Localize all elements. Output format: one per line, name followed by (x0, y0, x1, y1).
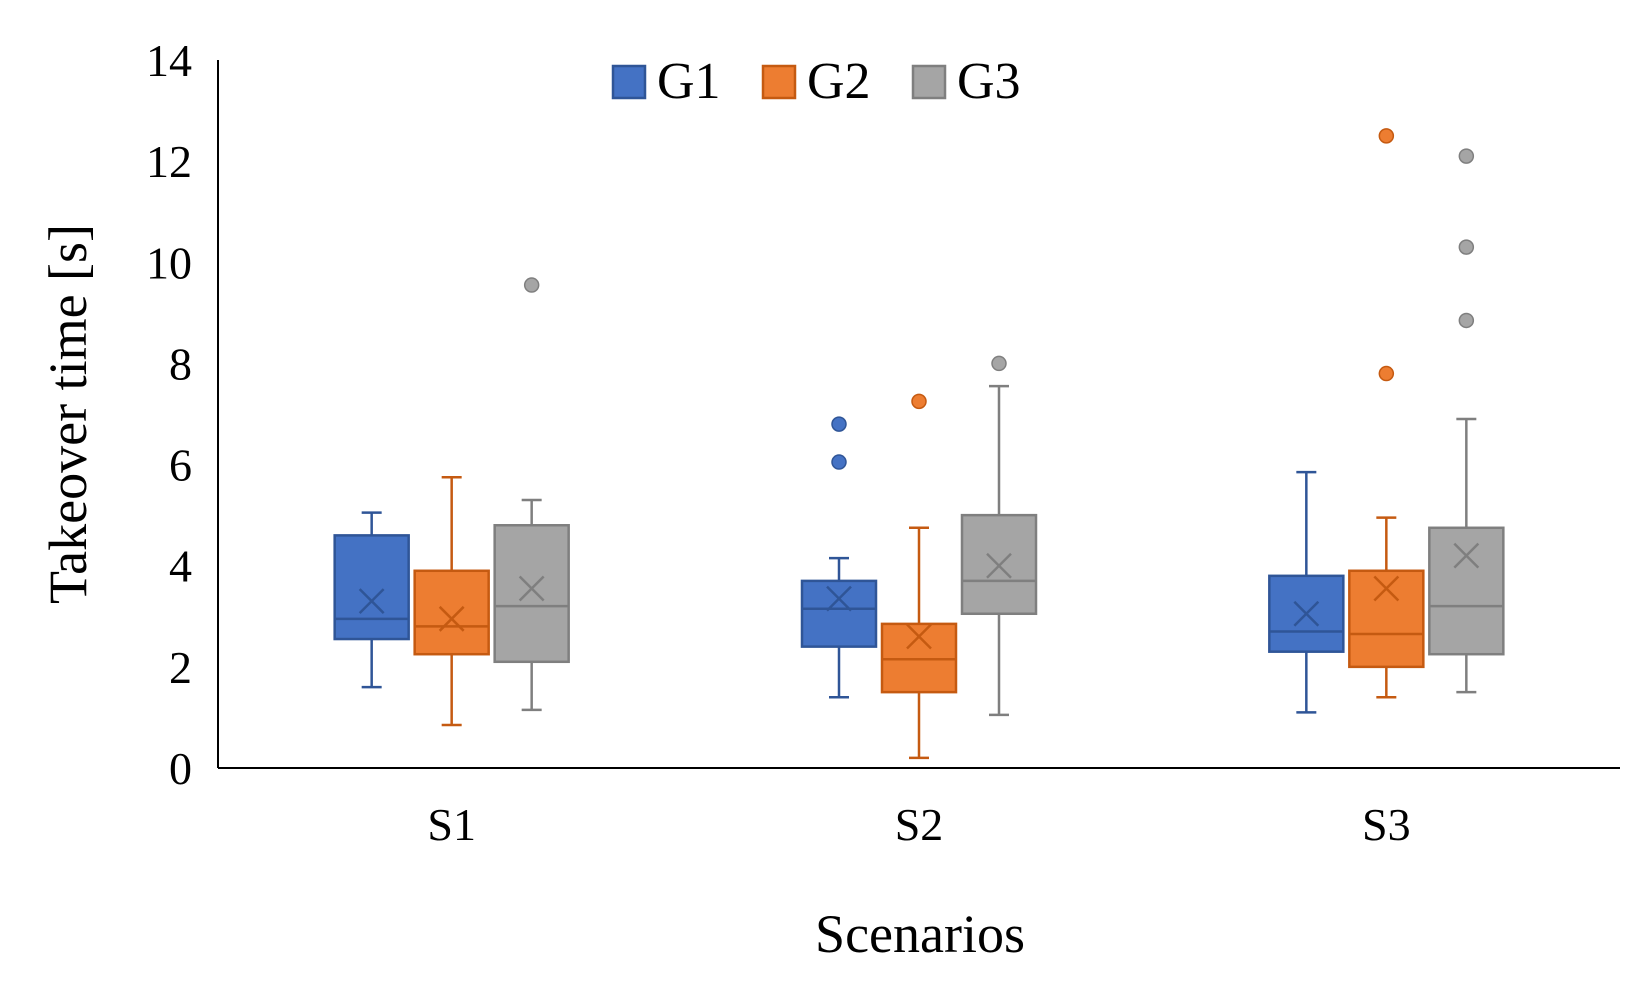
legend-item-g2: G2 (761, 53, 871, 110)
mean-marker-stroke-b (358, 588, 385, 614)
legend-swatch (911, 64, 947, 100)
outlier-point (1458, 239, 1475, 255)
iqr-box (800, 579, 878, 648)
box-g3-s1 (493, 277, 570, 712)
mean-marker-stroke-b (438, 605, 465, 632)
y-tick-label: 6 (169, 440, 192, 491)
box-g2-s1 (413, 475, 490, 727)
iqr-box (333, 534, 410, 641)
y-tick-label: 2 (169, 642, 192, 693)
y-tick-label: 0 (169, 743, 192, 794)
iqr-box (1428, 526, 1505, 656)
outlier-point (1458, 312, 1475, 329)
mean-marker-stroke-b (906, 623, 932, 650)
y-tick-label: 10 (146, 237, 192, 288)
iqr-box (880, 622, 958, 694)
plot-area (333, 128, 1505, 760)
outlier-point (1378, 365, 1395, 382)
y-tick-label: 14 (146, 35, 192, 86)
legend-swatch (761, 64, 797, 100)
legend-swatch (611, 64, 647, 100)
mean-marker-stroke-b (518, 575, 545, 602)
y-tick-label: 12 (146, 136, 192, 187)
outlier-point (831, 416, 847, 432)
y-tick-label: 4 (169, 541, 192, 592)
x-category-label: S3 (1362, 799, 1411, 850)
box-g2-s3 (1348, 128, 1425, 699)
mean-marker-stroke-b (986, 552, 1012, 579)
outlier-point (991, 355, 1007, 372)
x-axis-title: Scenarios (815, 904, 1025, 964)
outlier-point (1458, 148, 1475, 164)
iqr-box (493, 524, 570, 664)
legend-item-g3: G3 (911, 53, 1021, 110)
mean-marker-stroke-b (826, 585, 852, 612)
box-g1-s3 (1268, 470, 1345, 714)
legend-label: G2 (807, 53, 871, 110)
y-axis-ticks: 0 2 4 6 8 10 12 14 (146, 35, 192, 794)
box-g3-s3 (1428, 148, 1505, 694)
y-tick-label: 8 (169, 338, 192, 389)
box-g3-s2 (960, 355, 1038, 717)
legend-label: G3 (957, 53, 1021, 110)
legend-item-g1: G1 (611, 53, 721, 110)
y-axis-title: Takeover time [s] (38, 224, 98, 604)
box-g1-s2 (800, 416, 878, 699)
mean-marker-stroke-b (1453, 542, 1480, 569)
x-axis-category-labels: S1 S2 S3 (427, 799, 1410, 850)
iqr-box (1348, 569, 1425, 669)
outlier-point (1378, 128, 1395, 144)
legend-label: G1 (657, 53, 721, 110)
x-category-label: S2 (895, 799, 944, 850)
mean-marker-stroke-b (1373, 575, 1400, 602)
x-category-label: S1 (427, 799, 476, 850)
box-g2-s2 (880, 393, 958, 760)
iqr-box (413, 569, 490, 656)
mean-marker-stroke-b (1293, 600, 1320, 627)
outlier-point (523, 277, 540, 293)
outlier-point (911, 393, 927, 410)
box-g1-s1 (333, 511, 410, 689)
outlier-point (831, 454, 847, 470)
legend: G1 G2 G3 (611, 53, 1021, 110)
